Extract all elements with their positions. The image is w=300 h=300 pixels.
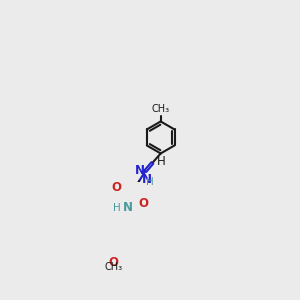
Text: H: H xyxy=(146,177,154,187)
Text: N: N xyxy=(123,201,133,214)
Text: CH₃: CH₃ xyxy=(104,262,122,272)
Text: N: N xyxy=(142,173,152,186)
Text: H: H xyxy=(113,203,121,213)
Text: CH₃: CH₃ xyxy=(152,104,170,114)
Text: O: O xyxy=(139,197,149,210)
Text: O: O xyxy=(111,181,121,194)
Text: O: O xyxy=(108,256,118,269)
Text: N: N xyxy=(135,164,145,176)
Text: H: H xyxy=(157,155,165,168)
